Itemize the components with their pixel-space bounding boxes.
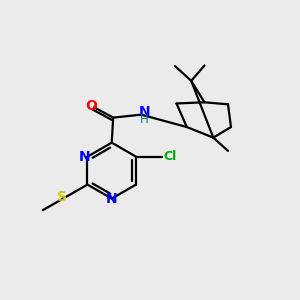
Text: Cl: Cl	[163, 150, 176, 163]
Text: N: N	[106, 192, 118, 206]
Text: S: S	[57, 190, 67, 204]
Text: O: O	[85, 99, 97, 113]
Text: N: N	[138, 105, 150, 119]
Text: H: H	[140, 113, 148, 127]
Text: N: N	[79, 150, 90, 164]
